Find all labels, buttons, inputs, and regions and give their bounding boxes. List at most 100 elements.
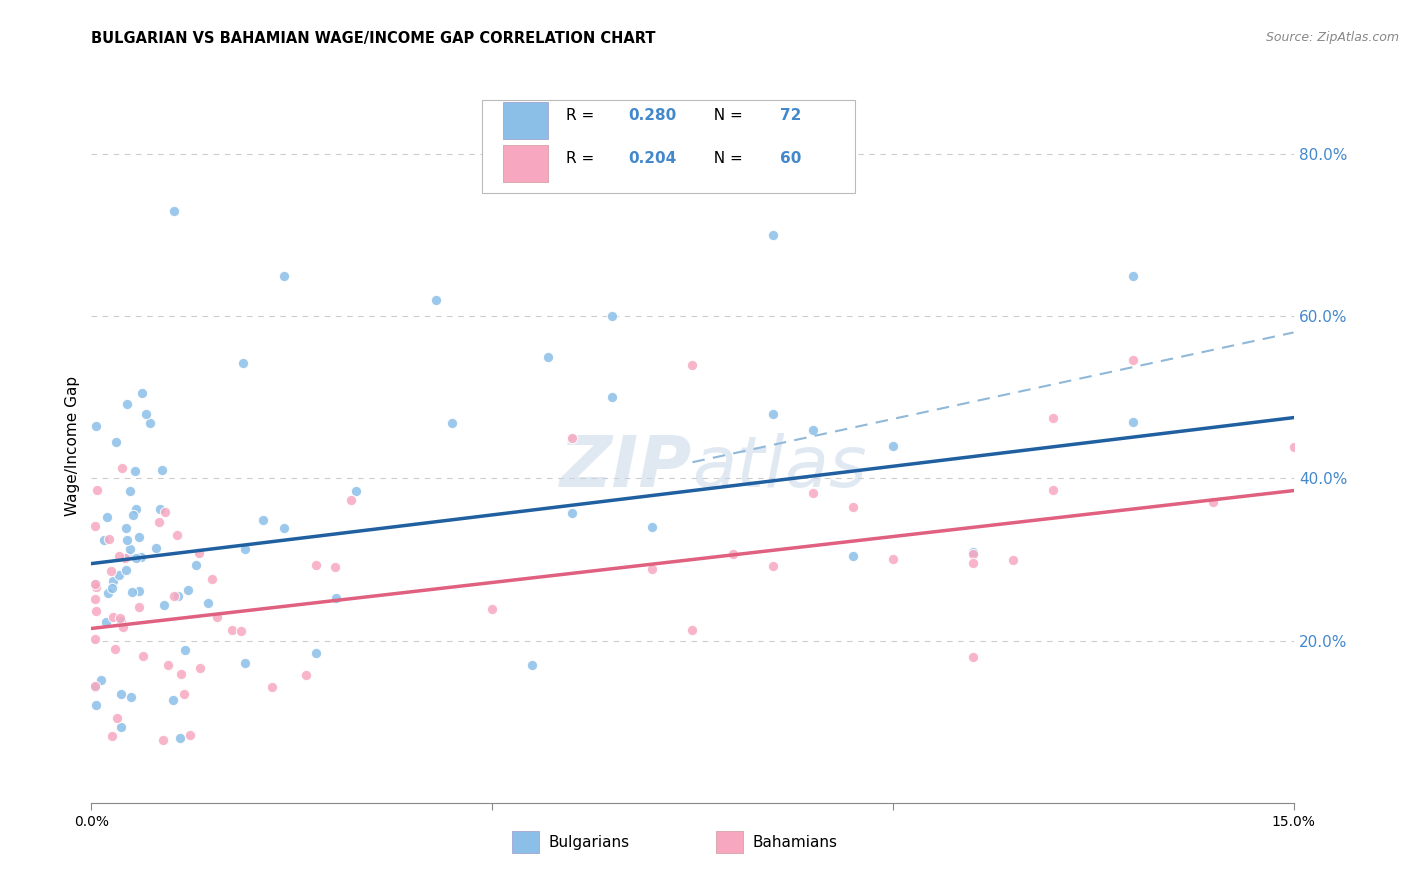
Point bbox=[641, 519, 664, 533]
Point bbox=[1282, 441, 1305, 455]
Text: Source: ZipAtlas.com: Source: ZipAtlas.com bbox=[1265, 31, 1399, 45]
Point bbox=[117, 549, 139, 564]
Point bbox=[145, 541, 167, 555]
Point bbox=[184, 558, 207, 572]
Point bbox=[273, 268, 295, 283]
Point bbox=[537, 350, 560, 364]
Point bbox=[84, 580, 107, 594]
Point bbox=[118, 541, 141, 556]
Point bbox=[1122, 353, 1144, 368]
Point bbox=[762, 407, 785, 421]
Point bbox=[721, 547, 744, 561]
Point bbox=[108, 567, 131, 582]
Point bbox=[155, 505, 177, 519]
Text: BULGARIAN VS BAHAMIAN WAGE/INCOME GAP CORRELATION CHART: BULGARIAN VS BAHAMIAN WAGE/INCOME GAP CO… bbox=[91, 31, 655, 46]
Point bbox=[125, 502, 148, 516]
FancyBboxPatch shape bbox=[482, 100, 855, 193]
Point bbox=[962, 545, 984, 559]
Point bbox=[425, 293, 447, 307]
Text: atlas: atlas bbox=[692, 433, 868, 502]
Point bbox=[681, 358, 703, 372]
Point bbox=[132, 648, 155, 663]
Point bbox=[561, 506, 583, 520]
Text: 0.280: 0.280 bbox=[628, 109, 678, 123]
Point bbox=[84, 680, 107, 694]
Point bbox=[110, 721, 132, 735]
Point bbox=[115, 533, 138, 547]
Point bbox=[166, 528, 188, 542]
Point bbox=[100, 564, 122, 578]
Point bbox=[169, 731, 191, 746]
Text: ZIP: ZIP bbox=[560, 433, 692, 502]
Text: 0.204: 0.204 bbox=[628, 152, 678, 166]
Y-axis label: Wage/Income Gap: Wage/Income Gap bbox=[65, 376, 80, 516]
Point bbox=[295, 668, 318, 682]
Point bbox=[221, 623, 243, 637]
Point bbox=[98, 533, 121, 547]
Point bbox=[118, 483, 141, 498]
Point bbox=[882, 552, 904, 566]
Point bbox=[1001, 553, 1024, 567]
Point bbox=[104, 641, 127, 656]
Point bbox=[84, 576, 107, 591]
Text: R =: R = bbox=[567, 109, 599, 123]
Point bbox=[108, 611, 131, 625]
Point bbox=[94, 615, 117, 629]
Point bbox=[105, 710, 128, 724]
Text: 60: 60 bbox=[780, 152, 801, 166]
Point bbox=[681, 623, 703, 637]
Point bbox=[344, 483, 367, 498]
Point bbox=[124, 464, 146, 478]
Point bbox=[84, 603, 107, 617]
Point bbox=[110, 614, 132, 628]
Point bbox=[962, 556, 984, 570]
FancyBboxPatch shape bbox=[502, 103, 548, 139]
Point bbox=[114, 521, 136, 535]
Point bbox=[801, 485, 824, 500]
Point bbox=[962, 649, 984, 664]
Point bbox=[170, 666, 193, 681]
Point bbox=[232, 356, 254, 370]
Point bbox=[260, 680, 283, 694]
Point bbox=[135, 407, 157, 421]
Point bbox=[522, 657, 544, 672]
Point bbox=[128, 530, 150, 544]
Point bbox=[325, 591, 347, 605]
Point bbox=[340, 493, 363, 508]
Point bbox=[841, 500, 863, 514]
Point bbox=[174, 643, 197, 657]
Point bbox=[93, 533, 115, 548]
Text: N =: N = bbox=[704, 152, 748, 166]
FancyBboxPatch shape bbox=[717, 831, 742, 853]
Point bbox=[149, 502, 172, 516]
Point bbox=[128, 583, 150, 598]
Point bbox=[205, 610, 228, 624]
Point bbox=[131, 385, 153, 400]
Point bbox=[305, 558, 328, 572]
Point bbox=[101, 581, 124, 595]
Point bbox=[440, 416, 463, 430]
Point bbox=[101, 574, 124, 588]
Point bbox=[115, 397, 138, 411]
Point bbox=[104, 435, 127, 450]
FancyBboxPatch shape bbox=[512, 831, 538, 853]
Point bbox=[150, 463, 173, 477]
Point bbox=[233, 541, 256, 556]
Point bbox=[173, 687, 195, 701]
Point bbox=[561, 430, 583, 444]
Point bbox=[1122, 415, 1144, 429]
Point bbox=[121, 585, 143, 599]
Point bbox=[1122, 268, 1144, 283]
Point bbox=[197, 596, 219, 610]
Point bbox=[305, 646, 328, 660]
Point bbox=[84, 519, 107, 533]
Point bbox=[882, 439, 904, 453]
Point bbox=[179, 728, 201, 742]
Point bbox=[762, 559, 785, 574]
Point bbox=[84, 577, 107, 591]
FancyBboxPatch shape bbox=[502, 145, 548, 182]
Text: R =: R = bbox=[567, 152, 599, 166]
Point bbox=[201, 572, 224, 586]
Text: 72: 72 bbox=[780, 109, 801, 123]
Point bbox=[114, 550, 136, 565]
